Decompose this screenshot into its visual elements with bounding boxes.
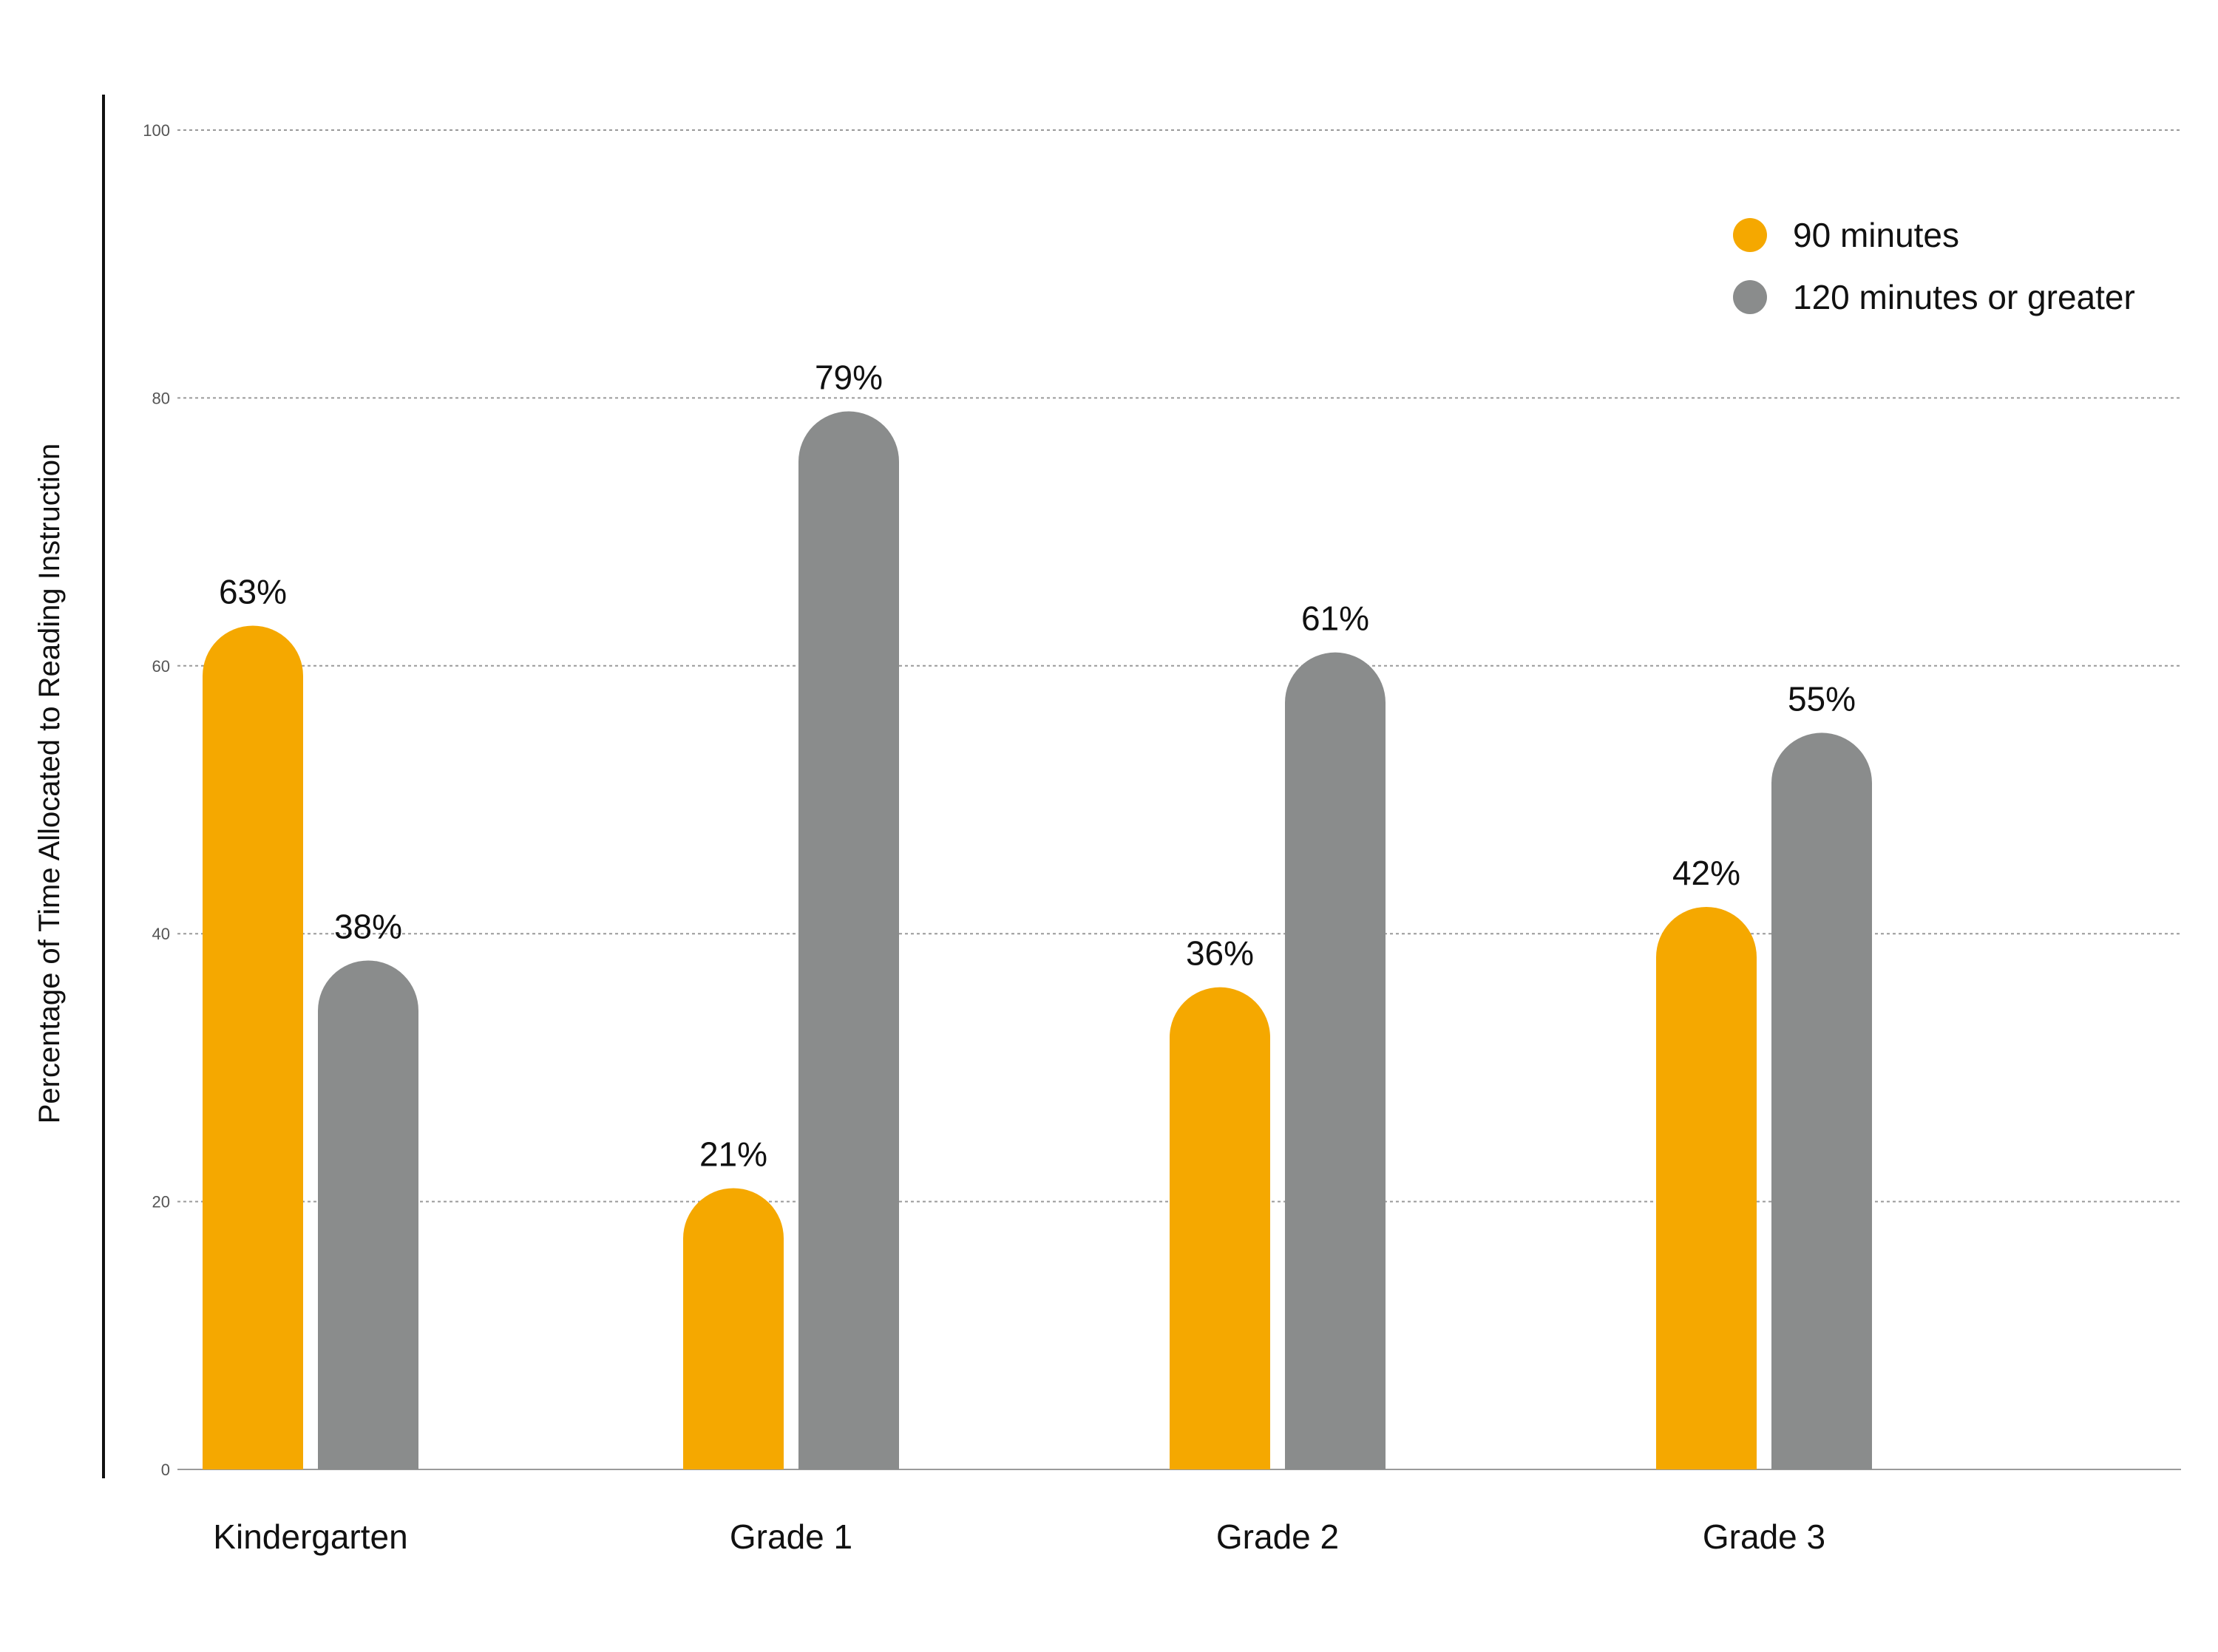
- legend-label-90-minutes: 90 minutes: [1793, 216, 1959, 254]
- y-tick-label-0: 0: [161, 1461, 170, 1479]
- bar-grade-2-120-minutes-or-greater: [1285, 652, 1386, 1470]
- y-tick-label-20: 20: [152, 1193, 170, 1211]
- bar-grade-1-120-minutes-or-greater: [798, 411, 899, 1469]
- data-labels-layer: 63% 38% 21% 79% 36% 61% 42% 55%: [219, 358, 1856, 1174]
- legend: 90 minutes 120 minutes or greater: [1733, 216, 2135, 316]
- data-label-grade-1-120-minutes-or-greater: 79%: [815, 358, 883, 397]
- data-label-grade-2-90-minutes: 36%: [1186, 934, 1254, 973]
- data-label-grade-2-120-minutes-or-greater: 61%: [1301, 599, 1369, 638]
- y-axis-title: Percentage of Time Allocated to Reading …: [33, 443, 66, 1124]
- bar-kindergarten-90-minutes: [203, 625, 303, 1470]
- legend-label-120-minutes-or-greater: 120 minutes or greater: [1793, 278, 2135, 316]
- data-label-kindergarten-120-minutes-or-greater: 38%: [334, 907, 402, 945]
- data-label-grade-3-120-minutes-or-greater: 55%: [1788, 679, 1856, 718]
- category-label-grade-2: Grade 2: [1216, 1517, 1339, 1556]
- bar-kindergarten-120-minutes-or-greater: [318, 960, 418, 1469]
- data-label-kindergarten-90-minutes: 63%: [219, 572, 287, 611]
- bar-grade-1-90-minutes: [683, 1188, 784, 1469]
- bar-grade-2-90-minutes: [1170, 987, 1270, 1469]
- category-label-grade-3: Grade 3: [1703, 1517, 1825, 1556]
- y-tick-label-80: 80: [152, 389, 170, 407]
- bar-grade-3-120-minutes-or-greater: [1771, 732, 1872, 1469]
- legend-swatch-90-minutes: [1733, 218, 1767, 252]
- data-label-grade-3-90-minutes: 42%: [1672, 854, 1740, 892]
- bars-layer: [203, 411, 1872, 1470]
- y-tick-label-60: 60: [152, 657, 170, 676]
- category-labels-layer: Kindergarten Grade 1 Grade 2 Grade 3: [213, 1517, 1825, 1556]
- y-tick-label-100: 100: [143, 121, 170, 140]
- data-label-grade-1-90-minutes: 21%: [699, 1135, 767, 1173]
- y-tick-label-40: 40: [152, 925, 170, 943]
- legend-swatch-120-minutes-or-greater: [1733, 280, 1767, 314]
- category-label-grade-1: Grade 1: [730, 1517, 852, 1556]
- grid-layer: 0 20 40 60 80 100: [143, 121, 2181, 1479]
- category-label-kindergarten: Kindergarten: [213, 1517, 407, 1556]
- bar-grade-3-90-minutes: [1656, 906, 1757, 1469]
